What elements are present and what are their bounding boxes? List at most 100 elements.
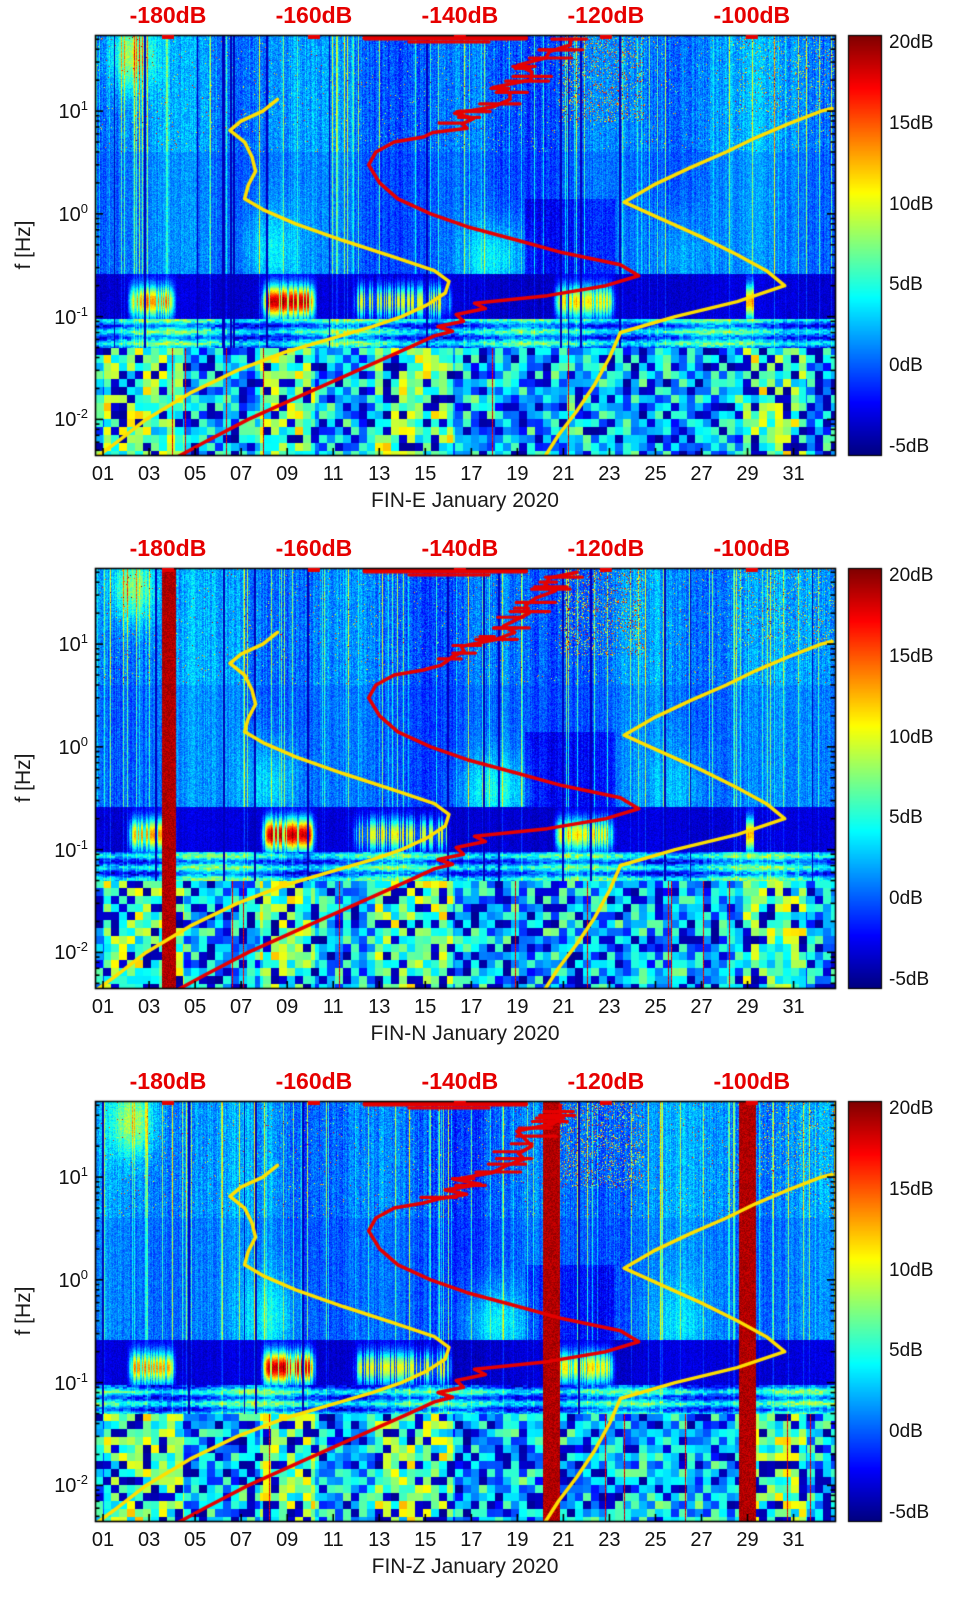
y-tick-mantissa: 10 — [58, 1269, 81, 1292]
x-tick-label: 07 — [230, 463, 253, 485]
y-axis-title: f [Hz] — [12, 753, 35, 803]
x-tick-label: 25 — [644, 996, 667, 1018]
x-axis-title: FIN-N January 2020 — [370, 1022, 560, 1045]
x-tick-label: 11 — [322, 996, 344, 1018]
top-db-axis-label: -120dB — [567, 2, 645, 28]
colorbar-tick-label: 0dB — [889, 1421, 923, 1443]
x-tick-label: 29 — [736, 996, 759, 1018]
y-tick-exponent: 0 — [80, 201, 88, 217]
colorbar-tick-label: -5dB — [889, 436, 930, 457]
spectrogram-canvas-fin-z — [0, 1066, 962, 1599]
top-db-axis-label: -180dB — [129, 2, 207, 28]
panel-fin-z: -180dB -160dB -140dB -120dB -100dB f [Hz] 101 1… — [0, 1066, 962, 1599]
y-tick-exponent: -1 — [76, 303, 88, 319]
x-tick-label: 05 — [183, 463, 207, 485]
top-db-axis-label: -140dB — [421, 2, 499, 28]
colorbar-tick-label: 5dB — [889, 807, 923, 829]
y-tick-mantissa: 10 — [58, 736, 81, 759]
x-tick-label: 31 — [782, 1529, 805, 1551]
colorbar-tick-label: -5dB — [889, 1502, 930, 1523]
y-tick-mantissa: 10 — [54, 1372, 77, 1395]
x-tick-label: 13 — [368, 996, 391, 1018]
y-tick-mantissa: 10 — [54, 839, 77, 862]
x-tick-label: 27 — [690, 996, 713, 1018]
top-db-axis-label: -160dB — [275, 1068, 353, 1094]
x-tick-label: 09 — [276, 463, 299, 485]
x-tick-label: 03 — [137, 1529, 161, 1551]
colorbar-tick-label: 10dB — [889, 1259, 934, 1281]
y-tick-label: 10-1 — [0, 304, 88, 330]
colorbar-tick-label: 5dB — [889, 1340, 923, 1362]
x-tick-label: 31 — [782, 996, 805, 1018]
x-tick-label: 25 — [644, 1529, 667, 1551]
x-tick-label: 09 — [276, 1529, 299, 1551]
y-tick-exponent: 1 — [80, 1164, 88, 1180]
x-tick-label: 19 — [506, 996, 529, 1018]
y-tick-label: 10-1 — [0, 1370, 88, 1396]
x-axis-title: FIN-E January 2020 — [371, 489, 559, 512]
colorbar-tick-label: 20dB — [889, 565, 934, 586]
x-tick-label: 17 — [460, 463, 483, 485]
x-tick-label: 23 — [598, 996, 621, 1018]
panel-fin-n: -180dB -160dB -140dB -120dB -100dB f [Hz] 101 1… — [0, 533, 962, 1066]
x-tick-label: 07 — [230, 996, 253, 1018]
y-tick-label: 100 — [0, 734, 88, 760]
y-tick-label: 101 — [0, 1164, 88, 1190]
y-tick-label: 100 — [0, 201, 88, 227]
x-tick-label: 23 — [598, 1529, 621, 1551]
x-tick-label: 05 — [183, 1529, 207, 1551]
x-tick-label: 05 — [183, 996, 207, 1018]
x-tick-label: 07 — [230, 1529, 253, 1551]
top-db-axis-label: -160dB — [275, 2, 353, 28]
x-tick-label: 21 — [552, 996, 575, 1018]
y-tick-label: 100 — [0, 1267, 88, 1293]
x-tick-label: 21 — [552, 463, 575, 485]
top-db-axis-label: -180dB — [129, 535, 207, 561]
y-tick-mantissa: 10 — [58, 203, 81, 226]
top-db-axis-label: -120dB — [567, 535, 645, 561]
x-tick-label: 01 — [91, 996, 115, 1018]
y-axis-title: f [Hz] — [12, 1286, 35, 1336]
x-tick-label: 21 — [552, 1529, 575, 1551]
x-tick-label: 01 — [91, 1529, 115, 1551]
y-tick-label: 10-1 — [0, 837, 88, 863]
top-db-axis-label: -180dB — [129, 1068, 207, 1094]
y-tick-label: 10-2 — [0, 940, 88, 966]
colorbar-tick-label: 5dB — [889, 274, 923, 296]
y-tick-mantissa: 10 — [58, 100, 81, 123]
x-tick-label: 15 — [414, 996, 437, 1018]
y-axis-title: f [Hz] — [12, 220, 35, 270]
x-tick-label: 13 — [368, 463, 391, 485]
y-tick-exponent: -2 — [76, 1472, 88, 1488]
x-tick-label: 19 — [506, 463, 529, 485]
colorbar-tick-label: 0dB — [889, 888, 923, 910]
top-db-axis-label: -100dB — [713, 535, 791, 561]
x-tick-label: 29 — [736, 1529, 759, 1551]
x-tick-label: 27 — [690, 1529, 713, 1551]
x-tick-label: 01 — [91, 463, 115, 485]
x-tick-label: 03 — [137, 463, 161, 485]
x-axis-title: FIN-Z January 2020 — [371, 1555, 559, 1578]
top-db-axis-label: -140dB — [421, 535, 499, 561]
x-tick-label: 15 — [414, 1529, 437, 1551]
y-tick-exponent: -2 — [76, 406, 88, 422]
x-tick-label: 15 — [414, 463, 437, 485]
x-tick-label: 25 — [644, 463, 667, 485]
y-tick-exponent: 0 — [80, 734, 88, 750]
y-tick-mantissa: 10 — [54, 942, 77, 965]
x-tick-label: 31 — [782, 463, 805, 485]
x-tick-label: 13 — [368, 1529, 391, 1551]
colorbar-tick-label: 10dB — [889, 193, 934, 215]
x-tick-label: 23 — [598, 463, 621, 485]
colorbar-tick-label: 20dB — [889, 1098, 934, 1119]
y-tick-label: 101 — [0, 631, 88, 657]
colorbar-tick-label: 15dB — [889, 645, 934, 667]
colorbar-tick-label: 0dB — [889, 355, 923, 377]
y-tick-label: 10-2 — [0, 1473, 88, 1499]
x-tick-label: 19 — [506, 1529, 529, 1551]
colorbar-tick-label: 15dB — [889, 1178, 934, 1200]
x-tick-label: 17 — [460, 1529, 483, 1551]
y-tick-label: 10-2 — [0, 407, 88, 433]
y-tick-mantissa: 10 — [58, 1166, 81, 1189]
